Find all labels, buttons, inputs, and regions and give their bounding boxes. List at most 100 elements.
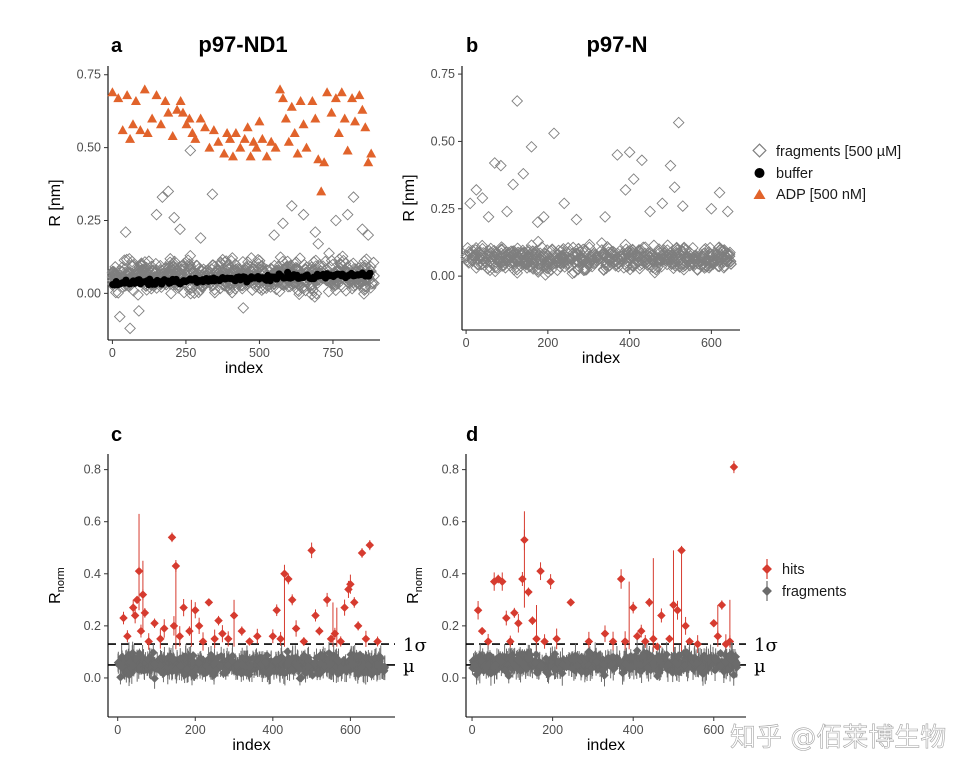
hit-point [657, 611, 666, 620]
adp-point [208, 125, 219, 135]
fragment-point [635, 254, 648, 267]
adp-point [163, 107, 174, 117]
fragment-point [706, 248, 719, 261]
adp-point [322, 87, 333, 97]
fragment-point [669, 247, 682, 260]
fragment-point [356, 223, 369, 236]
adp-point [204, 142, 215, 152]
hit-point [204, 598, 214, 607]
fragment-point [595, 237, 608, 249]
fragment-point [597, 249, 610, 262]
adp-point [295, 95, 306, 105]
fragment-point [476, 239, 489, 252]
panel-letter-d: d [466, 424, 478, 446]
y-axis-title-subscript: norm [413, 567, 425, 592]
reference-label: 1σ [403, 635, 427, 656]
fragment-point [133, 304, 145, 317]
fragment-point [469, 249, 482, 262]
y-tick-label: 0.00 [431, 269, 455, 283]
hit-point [628, 603, 638, 612]
fragment-point [673, 261, 686, 273]
hit-point [218, 629, 227, 638]
fragment-point [142, 263, 155, 276]
x-axis-title: index [232, 737, 270, 754]
fragment-point [135, 258, 148, 271]
legend-adp-marker-icon [753, 189, 766, 199]
legend-adp-label: ADP [500 nM] [776, 187, 866, 203]
fragment-point [360, 253, 373, 266]
y-tick-label: 0.50 [77, 141, 101, 155]
fragment-point [644, 205, 656, 218]
fragment-point [460, 249, 473, 262]
fragment-point [309, 226, 322, 239]
fragment-point [705, 202, 718, 215]
hit-point [336, 637, 345, 646]
hit-point [502, 613, 511, 623]
hit-point [717, 600, 727, 610]
hit-point [132, 595, 142, 605]
legend-buffer-marker-icon [754, 168, 765, 178]
fragment-point [177, 258, 189, 271]
x-tick-label: 0 [469, 723, 476, 737]
y-tick-label: 0.2 [84, 619, 101, 633]
y-tick-label: 0.8 [442, 463, 459, 477]
fragment-point [476, 242, 489, 255]
hit-point [665, 634, 674, 644]
hit-point [340, 603, 349, 612]
fragment-point [526, 256, 539, 269]
fragment-point [264, 281, 277, 293]
adp-point [219, 148, 230, 158]
fragment-point [268, 229, 281, 241]
adp-point [280, 113, 291, 123]
fragment-point [712, 242, 725, 254]
adp-point [175, 95, 186, 105]
fragment-point [501, 205, 513, 218]
plot-panel-b: 0.00 0.25 0.50 0.75 0 200 400 600 index R [nm] [401, 66, 740, 367]
fragment-point [165, 287, 177, 300]
fragment-point [597, 251, 609, 264]
fragment-point [677, 263, 690, 276]
adp-point [117, 125, 128, 135]
adp-point [310, 113, 321, 123]
adp-point [301, 142, 312, 152]
fragment-point [519, 258, 532, 271]
fragment-point [611, 149, 624, 161]
hit-point [123, 632, 132, 641]
fragment-point [713, 186, 726, 199]
fragment-point [358, 284, 371, 296]
hit-point [645, 598, 654, 607]
adp-point [167, 130, 178, 140]
adp-point [339, 113, 350, 123]
hit-point [681, 621, 690, 631]
panel-letter-b: b [466, 35, 478, 57]
x-axis-title: index [225, 360, 263, 377]
fragment-point [548, 127, 560, 140]
adp-point [254, 116, 265, 126]
x-tick-label: 500 [249, 346, 270, 360]
hit-point [311, 611, 320, 620]
y-tick-label: 0.0 [84, 671, 101, 685]
reference-label: 1σ [754, 635, 778, 656]
fragment-point [638, 254, 650, 267]
fragment-point [665, 257, 678, 270]
fragment-point [181, 266, 194, 279]
adp-point [213, 136, 224, 146]
fragment-point [226, 252, 239, 264]
fragment-point [306, 281, 318, 294]
adp-point [125, 133, 136, 143]
fragment-point [720, 255, 733, 268]
fragment-point [216, 253, 229, 266]
panel-letter-c: c [111, 424, 122, 446]
fragment-point [107, 266, 120, 279]
legend-fragments-filled-marker-icon [762, 586, 772, 596]
fragment-point [507, 263, 520, 276]
adp-point [181, 119, 192, 129]
hit-point [179, 603, 188, 612]
fragment-point [542, 266, 555, 279]
hit-point [150, 619, 159, 628]
fragment-point [637, 241, 650, 254]
plot-panel-a: 0.00 0.25 0.50 0.75 0 250 500 750 index R [nm] [47, 66, 380, 377]
fragment-point [362, 229, 375, 241]
fragment-point [611, 247, 624, 260]
adp-point [139, 84, 150, 94]
